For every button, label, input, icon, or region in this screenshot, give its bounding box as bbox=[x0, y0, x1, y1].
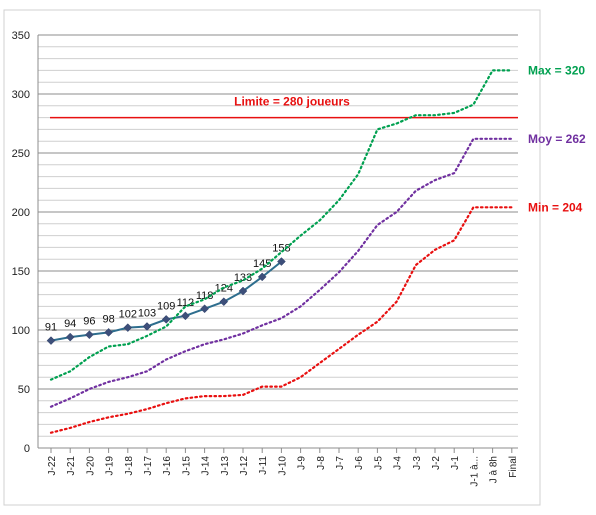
data-point-marker bbox=[142, 322, 152, 331]
x-tick-label: J à 8h bbox=[489, 456, 500, 483]
x-tick-label: J-9 bbox=[297, 456, 308, 470]
series-end-label: Moy = 262 bbox=[528, 132, 586, 146]
data-point-marker bbox=[161, 315, 171, 324]
x-tick-label: J-8 bbox=[316, 456, 327, 470]
data-label: 91 bbox=[45, 322, 57, 334]
x-tick-label: J-6 bbox=[354, 456, 365, 470]
x-tick-label: J-3 bbox=[412, 456, 423, 470]
x-tick-label: J-1 à... bbox=[469, 456, 480, 487]
data-point-marker bbox=[219, 297, 229, 307]
x-tick-label: J-15 bbox=[181, 456, 192, 476]
data-point-marker bbox=[200, 304, 209, 314]
data-point-marker bbox=[85, 330, 94, 340]
data-label: 158 bbox=[272, 243, 290, 255]
data-label: 118 bbox=[196, 290, 214, 302]
data-label: 98 bbox=[102, 313, 114, 325]
x-tick-label: J-11 bbox=[258, 456, 269, 475]
x-tick-label: J-21 bbox=[66, 456, 77, 476]
x-tick-label: J-14 bbox=[201, 456, 212, 476]
x-tick-label: J-20 bbox=[85, 456, 96, 476]
data-label: 109 bbox=[157, 300, 175, 312]
x-tick-label: Final bbox=[508, 456, 519, 478]
y-tick-label: 350 bbox=[12, 30, 30, 42]
series-line-2 bbox=[49, 137, 513, 408]
x-tick-label: J-22 bbox=[47, 456, 58, 476]
x-tick-label: J-4 bbox=[393, 456, 404, 470]
x-tick-label: J-5 bbox=[373, 456, 384, 470]
x-tick-label: J-16 bbox=[162, 456, 173, 476]
series-end-label: Min = 204 bbox=[528, 200, 583, 214]
data-point-marker bbox=[277, 257, 286, 266]
series-line-1 bbox=[49, 69, 513, 381]
y-tick-label: 50 bbox=[18, 384, 30, 396]
data-point-marker bbox=[238, 286, 248, 296]
limit-label: Limite = 280 joueurs bbox=[234, 95, 350, 109]
y-tick-label: 150 bbox=[12, 266, 30, 278]
data-point-marker bbox=[46, 336, 56, 345]
data-label: 103 bbox=[138, 307, 156, 319]
data-label: 102 bbox=[119, 309, 137, 321]
x-tick-label: J-19 bbox=[105, 456, 116, 476]
y-tick-label: 300 bbox=[12, 89, 30, 101]
x-tick-label: J-7 bbox=[335, 456, 346, 470]
data-label: 133 bbox=[234, 272, 252, 284]
x-tick-label: J-2 bbox=[431, 456, 442, 470]
data-label: 96 bbox=[83, 316, 95, 328]
data-point-marker bbox=[181, 311, 190, 321]
series-end-label: Max = 320 bbox=[528, 63, 585, 77]
data-point-marker bbox=[65, 332, 75, 342]
data-point-marker bbox=[257, 272, 267, 282]
x-tick-label: J-10 bbox=[277, 456, 288, 476]
series-line-3 bbox=[49, 206, 513, 434]
x-tick-label: J-13 bbox=[220, 456, 231, 476]
data-label: 145 bbox=[253, 258, 271, 270]
data-label: 94 bbox=[64, 318, 76, 330]
x-tick-label: J-12 bbox=[239, 456, 250, 476]
x-tick-label: J-17 bbox=[143, 456, 154, 476]
y-tick-label: 100 bbox=[12, 325, 30, 337]
chart-frame bbox=[3, 9, 541, 506]
y-tick-label: 0 bbox=[24, 443, 30, 455]
data-point-marker bbox=[104, 328, 113, 337]
x-tick-label: J-18 bbox=[124, 456, 135, 476]
y-tick-label: 250 bbox=[12, 148, 30, 160]
data-point-marker bbox=[123, 323, 133, 332]
x-tick-label: J-1 bbox=[450, 456, 461, 470]
y-tick-label: 200 bbox=[12, 207, 30, 219]
